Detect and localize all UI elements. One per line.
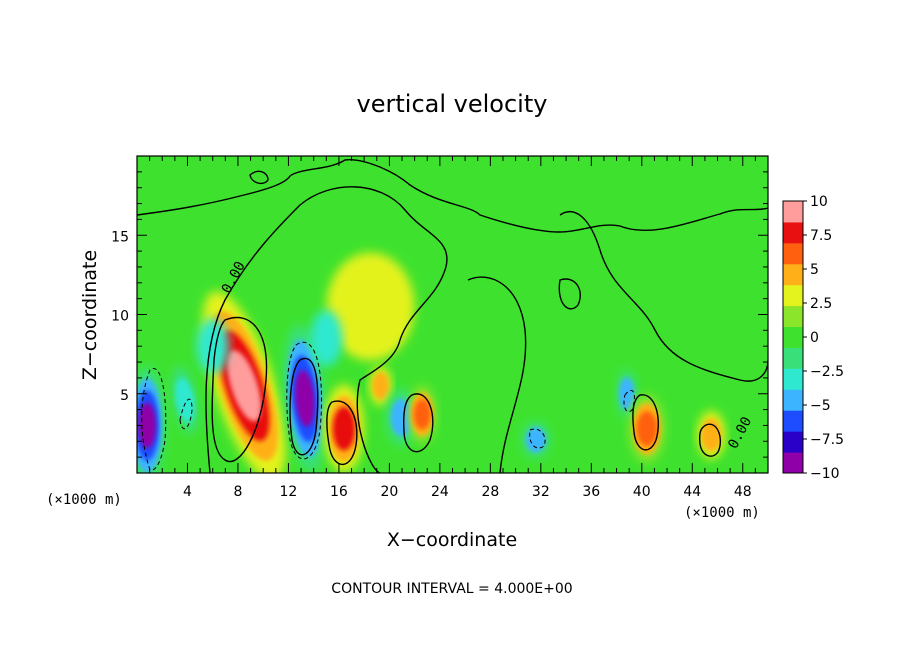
colorbar-tick-label: 2.5 [810, 296, 832, 312]
x-tick-label: 20 [380, 484, 398, 500]
x-tick-label: 24 [431, 484, 449, 500]
y-axis-label: Z−coordinate [79, 250, 101, 380]
contour-line [467, 276, 527, 473]
x-tick-label: 4 [183, 484, 192, 500]
colorbar-tick-label: 7.5 [810, 228, 832, 244]
colorbar-swatch [783, 368, 803, 390]
velocity-level [227, 350, 262, 422]
velocity-cell [171, 366, 199, 434]
colorbar-swatch [783, 201, 803, 223]
x-tick-label: 12 [280, 484, 298, 500]
colorbar-swatch [783, 347, 803, 369]
velocity-level [138, 402, 156, 449]
contour-line-negative [141, 367, 167, 471]
x-tick-label: 28 [481, 484, 499, 500]
velocity-cell [310, 310, 343, 367]
colorbar-tick-label: 0 [810, 330, 819, 346]
velocity-cell [369, 365, 392, 406]
y-tick-label: 5 [120, 388, 129, 404]
x-tick-label: 8 [233, 484, 242, 500]
velocity-level [295, 370, 315, 427]
contour-line [211, 316, 268, 463]
velocity-level [618, 377, 635, 411]
contour-line [558, 278, 581, 310]
contour-line [632, 394, 659, 451]
x-axis-label: X−coordinate [387, 529, 517, 551]
contour-lines [137, 159, 768, 473]
x-tick-label: 36 [582, 484, 600, 500]
colorbar-tick-label: −10 [810, 466, 840, 482]
x-tick-label: 16 [330, 484, 348, 500]
colorbar: 10 7.5 5 2.5 0 −2.5 −5 −7.5 −10 [782, 194, 844, 482]
colorbar-swatch [783, 221, 803, 244]
plot-area [137, 156, 768, 473]
velocity-cell [283, 324, 326, 473]
velocity-level [636, 411, 658, 446]
x-tick-label: 48 [734, 484, 752, 500]
velocity-cell [408, 385, 437, 444]
velocity-cell [616, 369, 637, 418]
colorbar-swatch [783, 452, 803, 474]
x-axis: 4 8 12 16 20 24 28 32 36 40 44 48 [149, 156, 756, 500]
colorbar-tick-label: 10 [810, 194, 828, 210]
x-axis-unit: (×1000 m) [684, 505, 760, 521]
chart-title: vertical velocity [357, 90, 548, 118]
contour-line [289, 357, 319, 456]
velocity-level [372, 371, 389, 400]
x-tick-label: 44 [683, 484, 701, 500]
contour-line [403, 393, 434, 453]
velocity-cell [196, 318, 229, 375]
x-tick-label: 32 [532, 484, 550, 500]
colorbar-swatch [783, 242, 803, 265]
colorbar-swatch [783, 326, 803, 348]
velocity-level [701, 418, 722, 452]
colorbar-tick-label: 5 [810, 262, 819, 278]
contour-line [249, 170, 269, 185]
y-tick-label: 15 [111, 229, 129, 245]
contour-line [137, 159, 768, 233]
colorbar-swatch [783, 305, 803, 328]
contour-line-negative [623, 390, 635, 413]
velocity-level [413, 399, 431, 430]
velocity-level [326, 252, 415, 361]
contour-line-negative [286, 342, 322, 460]
velocity-cell [697, 410, 726, 459]
velocity-field [137, 252, 726, 473]
y-axis: 5 10 15 [111, 171, 768, 458]
velocity-level [196, 318, 229, 375]
colorbar-tick-label: −5 [810, 398, 831, 414]
colorbar-tick-label: −7.5 [810, 432, 844, 448]
contour-line [698, 423, 722, 457]
colorbar-swatch [783, 263, 803, 286]
contour-line [326, 400, 358, 466]
colorbar-swatch [783, 389, 803, 411]
velocity-cell [521, 421, 550, 458]
velocity-level [332, 406, 356, 451]
contour-interval-text: CONTOUR INTERVAL = 4.000E+00 [331, 581, 572, 597]
colorbar-tick-label: −2.5 [810, 364, 844, 380]
velocity-level [310, 310, 343, 367]
x-tick-label: 40 [633, 484, 651, 500]
velocity-level [175, 377, 195, 423]
colorbar-swatch [783, 431, 803, 453]
contour-line [559, 211, 768, 382]
velocity-level [525, 427, 546, 453]
velocity-cell [326, 252, 415, 361]
contour-line-negative [179, 398, 193, 430]
y-axis-unit: (×1000 m) [46, 492, 122, 508]
velocity-cell [137, 366, 166, 473]
y-tick-label: 10 [111, 309, 129, 325]
colorbar-swatch [783, 410, 803, 432]
contour-line [205, 186, 448, 473]
colorbar-swatch [783, 284, 803, 307]
contour-line-negative [529, 428, 546, 449]
velocity-level [390, 398, 414, 437]
